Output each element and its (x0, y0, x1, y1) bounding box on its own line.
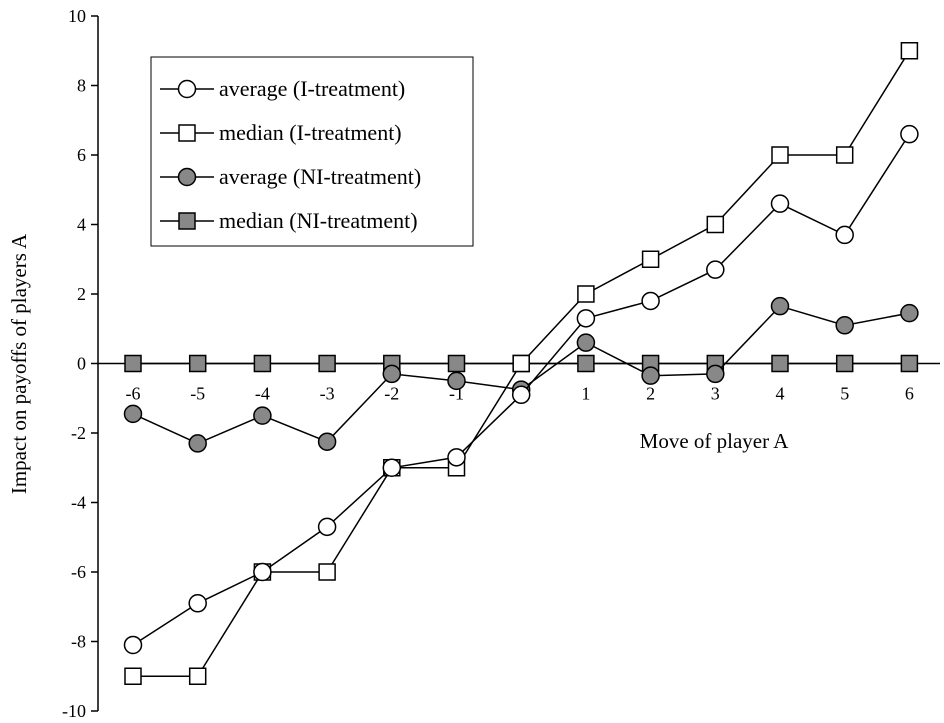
x-tick-label: -5 (190, 384, 205, 404)
data-point (642, 292, 659, 309)
data-point (577, 310, 594, 327)
data-point (319, 356, 335, 372)
data-point (643, 251, 659, 267)
data-point (837, 356, 853, 372)
data-point (448, 372, 465, 389)
y-tick-label: -2 (71, 423, 86, 443)
x-tick-label: -6 (126, 384, 141, 404)
x-tick-label: 6 (905, 384, 914, 404)
data-point (707, 365, 724, 382)
x-tick-label: 1 (581, 384, 590, 404)
series-2 (125, 298, 918, 452)
data-point (383, 459, 400, 476)
data-point (837, 147, 853, 163)
data-point (319, 564, 335, 580)
legend-marker (179, 81, 196, 98)
y-tick-label: 8 (77, 76, 86, 96)
data-point (125, 405, 142, 422)
data-point (578, 286, 594, 302)
legend-label: median (NI-treatment) (219, 208, 418, 233)
data-point (449, 356, 465, 372)
data-point (578, 356, 594, 372)
x-axis-title: Move of player A (640, 429, 790, 453)
data-point (513, 356, 529, 372)
data-point (772, 147, 788, 163)
data-point (772, 356, 788, 372)
data-point (836, 317, 853, 334)
data-point (254, 407, 271, 424)
data-point (189, 435, 206, 452)
data-point (901, 126, 918, 143)
legend-marker (179, 213, 195, 229)
y-tick-label: -6 (71, 562, 86, 582)
y-tick-label: 6 (77, 145, 86, 165)
legend: average (I-treatment) median (I-treatment… (151, 57, 473, 246)
data-point (189, 595, 206, 612)
y-tick-label: -4 (71, 493, 86, 513)
series-line (133, 306, 909, 443)
data-point (513, 386, 530, 403)
data-point (707, 217, 723, 233)
y-tick-label: 10 (68, 6, 86, 26)
x-tick-label: -3 (320, 384, 335, 404)
data-point (254, 356, 270, 372)
y-tick-label: 2 (77, 284, 86, 304)
data-point (901, 356, 917, 372)
data-point (319, 518, 336, 535)
data-point (190, 668, 206, 684)
legend-label: average (I-treatment) (219, 76, 405, 101)
data-point (772, 298, 789, 315)
y-tick-label: 4 (77, 215, 86, 235)
data-point (125, 636, 142, 653)
data-point (254, 564, 271, 581)
legend-label: median (I-treatment) (219, 120, 402, 145)
legend-marker (179, 125, 195, 141)
data-point (125, 668, 141, 684)
data-point (901, 43, 917, 59)
data-point (448, 449, 465, 466)
data-point (383, 365, 400, 382)
data-point (836, 226, 853, 243)
x-tick-label: 4 (776, 384, 785, 404)
data-point (901, 305, 918, 322)
legend-marker (179, 169, 196, 186)
data-point (125, 356, 141, 372)
x-tick-label: 5 (840, 384, 849, 404)
data-point (772, 195, 789, 212)
y-tick-label: 0 (77, 354, 86, 374)
x-tick-label: 3 (711, 384, 720, 404)
data-point (707, 261, 724, 278)
legend-label: average (NI-treatment) (219, 164, 421, 189)
data-point (190, 356, 206, 372)
x-tick-label: -4 (255, 384, 270, 404)
y-tick-label: -10 (62, 701, 86, 721)
x-tick-label: -2 (384, 384, 399, 404)
data-point (642, 367, 659, 384)
y-axis-title: Impact on payoffs of players A (7, 233, 31, 494)
data-point (319, 433, 336, 450)
y-tick-label: -8 (71, 632, 86, 652)
data-point (577, 334, 594, 351)
x-tick-label: 2 (646, 384, 655, 404)
